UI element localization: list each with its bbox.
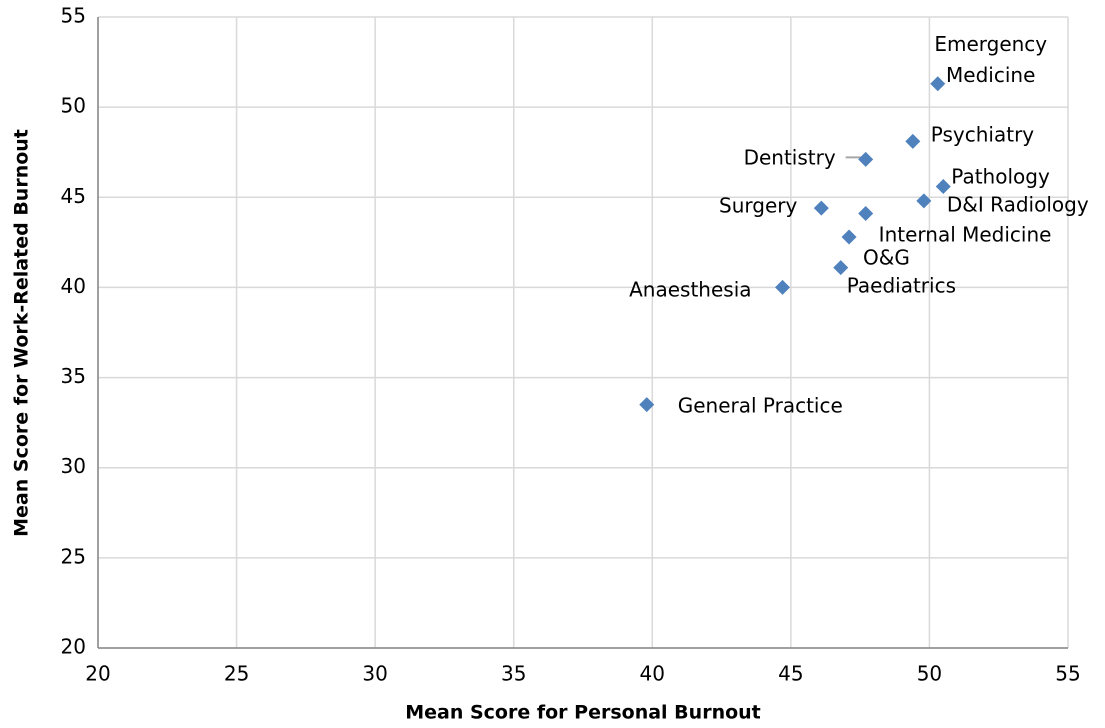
x-tick-label: 20 [85,662,110,686]
point-label: General Practice [677,393,843,418]
y-tick-label: 40 [61,274,86,298]
point-label: Internal Medicine [878,222,1052,246]
y-tick-label: 20 [61,635,86,659]
y-tick-label: 35 [61,364,86,388]
point-label: Anaesthesia [629,277,752,302]
point [833,260,849,276]
point-label: O&G [863,245,910,270]
point-label: D&I Radiology [946,192,1089,217]
point-label: Surgery [719,193,798,218]
x-tick-label: 40 [640,662,665,686]
point [775,279,791,295]
x-tick-label: 25 [224,662,249,686]
point [916,193,932,209]
x-tick-label: 55 [1055,662,1080,686]
x-tick-label: 45 [778,662,803,686]
y-tick-label: 45 [61,184,86,208]
y-tick-label: 50 [61,94,86,118]
point [639,397,655,413]
x-axis-title: Mean Score for Personal Burnout [405,702,761,724]
point-label: Dentistry [743,145,836,170]
y-tick-label: 25 [61,544,86,568]
point [813,200,829,216]
x-tick-label: 30 [362,662,387,686]
point-label: Emergency Medicine [934,31,1048,87]
point [930,76,946,92]
point-label: Paediatrics [846,273,957,298]
point-label: Psychiatry [930,122,1035,147]
point [935,178,951,194]
point [841,229,857,245]
y-tick-label: 30 [61,454,86,478]
point [858,206,874,222]
point [905,133,921,149]
x-tick-label: 35 [501,662,526,686]
y-axis-title: Mean Score for Work-Related Burnout [11,129,33,537]
point-label: Pathology [951,164,1050,189]
point [858,151,874,167]
x-tick-label: 50 [917,662,942,686]
y-tick-label: 55 [61,4,86,28]
